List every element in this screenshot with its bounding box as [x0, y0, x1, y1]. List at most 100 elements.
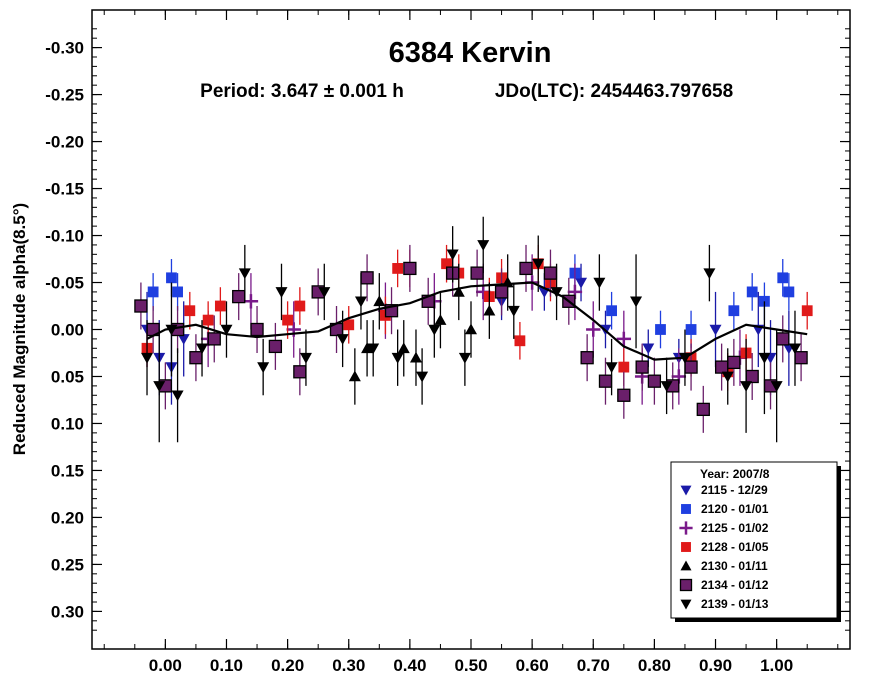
data-point	[367, 343, 380, 355]
data-point	[709, 324, 722, 336]
y-tick-label: -0.30	[45, 39, 84, 58]
data-point	[745, 369, 759, 384]
data-point	[189, 351, 203, 365]
data-point	[403, 261, 417, 276]
data-point	[166, 272, 177, 284]
data-point	[397, 342, 410, 354]
data-point	[630, 296, 643, 308]
x-tick-label: 0.70	[577, 656, 610, 675]
x-tick-label: 0.90	[699, 656, 732, 675]
data-point	[202, 314, 214, 326]
data-point	[153, 381, 166, 392]
data-point	[703, 268, 716, 280]
y-tick-label: 0.05	[51, 367, 84, 386]
data-point	[184, 305, 196, 317]
data-point	[250, 322, 264, 337]
data-point	[605, 362, 618, 374]
data-point	[391, 352, 404, 364]
data-point	[293, 365, 307, 379]
data-point	[598, 374, 613, 388]
data-point	[680, 485, 692, 496]
data-point	[360, 271, 374, 285]
x-tick-label: 0.40	[393, 656, 426, 675]
x-tick-label: 0.10	[210, 656, 243, 675]
data-point	[446, 249, 459, 261]
data-point	[220, 324, 233, 336]
x-tick-label: 0.30	[332, 656, 365, 675]
data-point	[507, 305, 520, 317]
data-point	[282, 314, 294, 326]
data-point	[727, 355, 741, 370]
legend: Year: 2007/8 2115 - 12/29 2120 - 01/01 212…	[670, 461, 841, 622]
data-point	[770, 381, 783, 392]
data-point	[532, 258, 545, 270]
data-point	[214, 300, 226, 312]
data-point	[635, 360, 649, 374]
data-point	[660, 381, 673, 392]
fit-curve	[146, 281, 808, 361]
data-point	[575, 277, 588, 289]
y-tick-label: -0.25	[45, 86, 84, 105]
data-point	[348, 370, 361, 382]
data-point	[794, 351, 808, 365]
data-point	[617, 388, 631, 402]
data-point	[441, 258, 452, 270]
data-point	[257, 362, 270, 374]
data-point	[586, 322, 601, 337]
data-point	[580, 351, 594, 365]
x-tick-label: 0.00	[149, 656, 182, 675]
y-tick-label: 0.00	[51, 321, 84, 340]
data-point	[783, 286, 795, 298]
data-point	[477, 240, 490, 251]
data-point	[514, 335, 526, 347]
data-point	[759, 295, 770, 307]
series	[141, 216, 801, 443]
y-tick-label: 0.15	[51, 461, 84, 480]
data-point	[434, 314, 447, 325]
data-point	[519, 261, 533, 276]
data-point	[606, 305, 617, 317]
data-point	[679, 578, 693, 592]
data-point	[238, 268, 251, 280]
period-subtitle: Period: 3.647 ± 0.001 h	[200, 81, 404, 102]
data-point	[721, 371, 734, 383]
data-point	[696, 402, 710, 417]
data-point	[788, 343, 801, 355]
series	[348, 254, 514, 405]
data-point	[777, 272, 789, 284]
x-tick-label: 0.20	[271, 656, 304, 675]
epoch-subtitle: JDo(LTC): 2454463.797658	[495, 81, 733, 102]
data-point	[177, 334, 190, 345]
data-point	[294, 300, 306, 312]
data-point	[647, 374, 662, 388]
y-tick-label: 0.30	[51, 602, 84, 621]
x-tick-label: 0.80	[638, 656, 671, 675]
data-point	[134, 299, 148, 313]
legend-entry: 2125 - 01/02	[679, 521, 769, 535]
data-point	[758, 352, 771, 364]
data-point	[655, 324, 666, 335]
data-point	[207, 332, 221, 346]
data-point	[681, 504, 691, 514]
chart-title: 6384 Kervin	[389, 37, 552, 69]
legend-title: Year: 2007/8	[700, 467, 770, 481]
data-point	[685, 324, 697, 335]
data-point	[147, 286, 159, 298]
data-point	[680, 560, 692, 571]
x-tick-label: 0.50	[454, 656, 487, 675]
legend-entry-label: 2139 - 01/13	[701, 597, 769, 611]
legend-entry-label: 2125 - 01/02	[701, 521, 769, 535]
data-point	[681, 542, 691, 552]
data-point	[141, 352, 154, 364]
legend-entry: 2120 - 01/01	[681, 502, 769, 516]
data-point	[740, 381, 753, 392]
data-point	[679, 521, 693, 535]
legend-box	[670, 461, 838, 619]
data-point	[680, 599, 692, 610]
data-point	[470, 266, 484, 280]
data-point	[392, 263, 404, 274]
legend-entry: 2115 - 12/29	[680, 483, 768, 497]
legend-entries: 2115 - 12/29 2120 - 01/01 2125 - 01/02 2128…	[679, 483, 769, 611]
data-point	[409, 351, 422, 363]
data-point	[543, 266, 558, 280]
